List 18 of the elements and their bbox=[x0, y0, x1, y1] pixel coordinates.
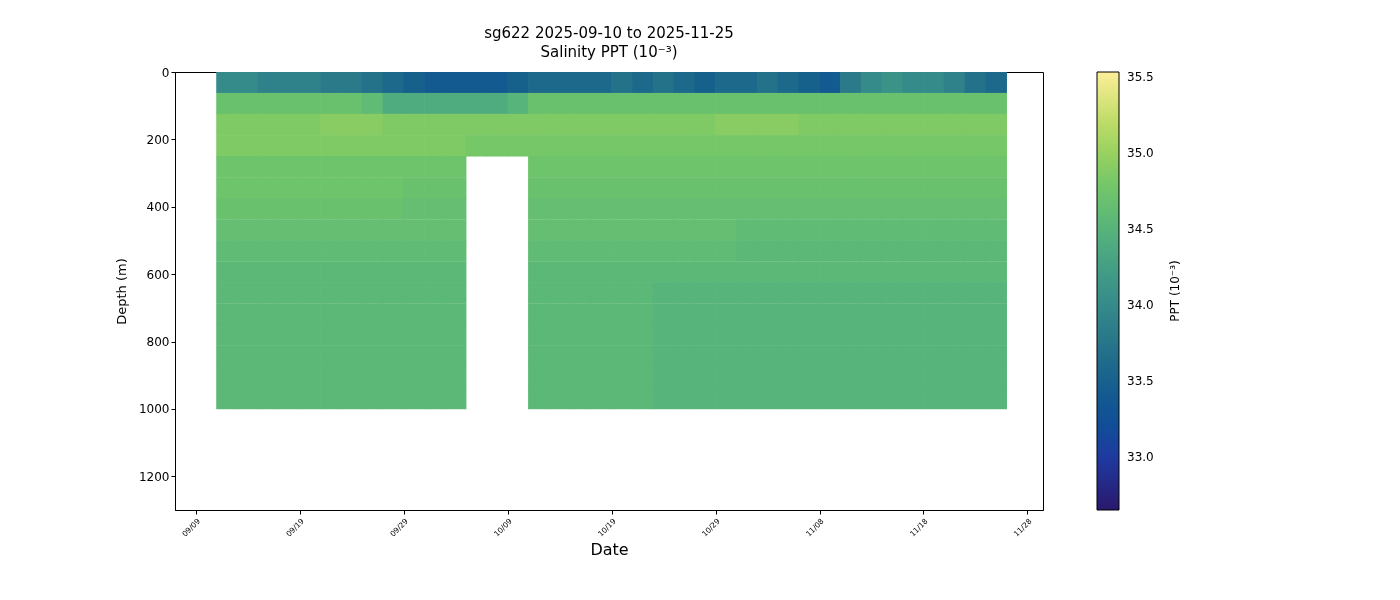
color-bar-label: 33.0 bbox=[1127, 449, 1154, 464]
y-tick-label: 200 bbox=[146, 132, 170, 147]
color-bar-label: 35.0 bbox=[1127, 145, 1154, 160]
chart-title: sg622 2025-09-10 to 2025-11-25 bbox=[484, 24, 734, 42]
y-tick-label: 0 bbox=[161, 65, 170, 80]
y-tick-label: 600 bbox=[146, 267, 170, 282]
y-tick-label: 1000 bbox=[138, 402, 170, 417]
color-bar-label: 35.5 bbox=[1127, 69, 1154, 84]
y-axis-title: Depth (m) bbox=[113, 258, 129, 325]
color-bar-label: 34.0 bbox=[1127, 297, 1154, 312]
y-tick-label: 1200 bbox=[138, 469, 170, 484]
color-bar-label: 34.5 bbox=[1127, 221, 1154, 236]
y-tick-label: 800 bbox=[146, 335, 170, 350]
color-bar-title: PPT (10⁻³) bbox=[1168, 260, 1182, 322]
x-axis-title: Date bbox=[590, 540, 629, 560]
color-bar-label: 33.5 bbox=[1127, 373, 1154, 388]
chart-subtitle: Salinity PPT (10⁻³) bbox=[540, 43, 678, 61]
y-tick-label: 400 bbox=[146, 200, 170, 215]
